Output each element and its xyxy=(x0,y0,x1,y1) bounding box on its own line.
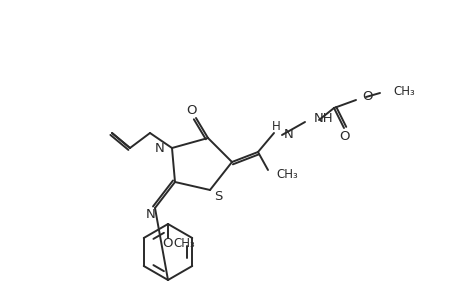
Text: O: O xyxy=(339,130,349,142)
Text: S: S xyxy=(213,190,222,203)
Text: N: N xyxy=(155,142,165,154)
Text: NH: NH xyxy=(313,112,333,124)
Text: CH₃: CH₃ xyxy=(392,85,414,98)
Text: O: O xyxy=(361,89,372,103)
Text: CH₃: CH₃ xyxy=(275,169,297,182)
Text: O: O xyxy=(162,238,173,250)
Text: O: O xyxy=(186,103,197,116)
Text: CH₃: CH₃ xyxy=(173,238,195,250)
Text: H: H xyxy=(271,121,280,134)
Text: N: N xyxy=(283,128,293,142)
Text: N: N xyxy=(146,208,156,221)
